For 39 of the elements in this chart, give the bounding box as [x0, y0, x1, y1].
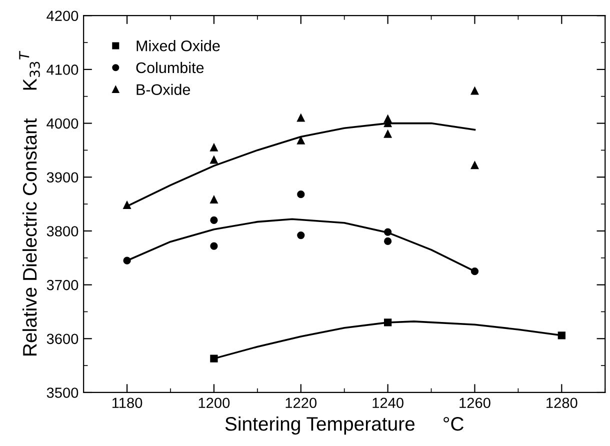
x-tick-label: 1200	[198, 398, 230, 408]
y-tick-label: 3500	[46, 388, 78, 398]
point	[297, 190, 305, 198]
point	[470, 87, 479, 95]
point	[297, 231, 305, 240]
point	[210, 144, 218, 152]
y-tick-label: 3900	[46, 172, 78, 183]
point	[210, 354, 218, 362]
y-tick-label: 3800	[46, 226, 78, 236]
x-tick-label: 1280	[546, 398, 578, 408]
y-tick-label: 4200	[46, 10, 78, 22]
point	[384, 318, 392, 326]
point	[123, 201, 131, 209]
x-axis-title: Sintering Temperature °C	[225, 416, 464, 435]
legend-label: B-Oxide	[136, 84, 190, 96]
y-tick-label: 3600	[46, 334, 78, 344]
y-tick-label: 4100	[46, 64, 78, 75]
point	[384, 228, 392, 236]
legend-label: Mixed Oxide	[136, 40, 220, 52]
point	[210, 196, 218, 204]
point	[558, 332, 566, 340]
point	[297, 114, 305, 122]
y-tick-label: 3700	[46, 280, 78, 290]
x-tick-label: 1180	[112, 398, 142, 408]
point	[384, 130, 392, 138]
point	[123, 256, 131, 264]
x-tick-label: 1220	[286, 398, 317, 408]
x-tick-label: 1240	[372, 398, 404, 408]
y-axis-title: Relative Dielectric Constant K$_{33}$$^{T}$	[19, 50, 40, 356]
point	[210, 216, 218, 224]
point	[297, 136, 305, 144]
y-tick-label: 4000	[46, 118, 78, 129]
point	[384, 237, 392, 246]
point	[470, 161, 479, 170]
point	[210, 156, 218, 164]
legend-label: Columbite	[136, 62, 204, 74]
point	[210, 242, 218, 250]
point	[470, 268, 479, 276]
x-tick-label: 1260	[460, 398, 490, 408]
